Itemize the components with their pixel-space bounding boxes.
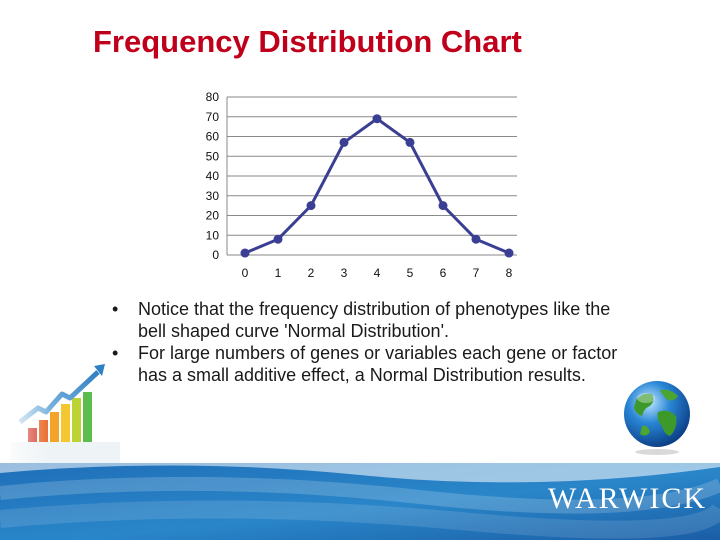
warwick-logo: WARWICK [548,482,707,515]
y-tick-label: 80 [206,90,220,104]
bullet-item: • Notice that the frequency distribution… [108,298,638,342]
data-point [504,248,514,258]
bullet-marker: • [112,299,119,319]
footer-band [0,463,720,540]
x-tick-label: 2 [308,266,315,280]
data-point [273,234,283,244]
y-tick-label: 60 [206,130,220,144]
x-tick-label: 7 [473,266,480,280]
y-tick-label: 50 [206,149,220,163]
x-tick-label: 1 [275,266,282,280]
y-tick-label: 20 [206,209,220,223]
data-point [438,201,448,211]
x-tick-label: 0 [242,266,249,280]
data-point [240,248,250,258]
x-tick-label: 3 [341,266,348,280]
x-tick-label: 4 [374,266,381,280]
y-tick-label: 0 [212,248,219,262]
x-tick-label: 6 [440,266,447,280]
x-tick-label: 8 [506,266,513,280]
bullet-text: Notice that the frequency distribution o… [138,299,611,341]
data-point [339,137,349,147]
slide-title: Frequency Distribution Chart [93,24,522,59]
bullet-list: • Notice that the frequency distribution… [108,298,638,386]
bullet-item: • For large numbers of genes or variable… [108,342,638,386]
bullet-marker: • [112,343,119,363]
data-point [306,201,316,211]
data-point [471,234,481,244]
data-point [405,137,415,147]
frequency-line-chart: 0 10 20 30 40 50 60 70 80 0 1 2 3 4 5 6 7 8 [206,90,517,280]
y-tick-label: 70 [206,110,220,124]
data-point [372,114,382,124]
x-tick-label: 5 [407,266,414,280]
y-tick-label: 40 [206,169,220,183]
globe-icon [624,381,690,455]
series-line [244,117,510,255]
growth-bar-chart-icon [10,360,120,465]
y-tick-label: 30 [206,189,220,203]
y-tick-label: 10 [206,228,220,242]
bullet-text: For large numbers of genes or variables … [138,343,618,385]
